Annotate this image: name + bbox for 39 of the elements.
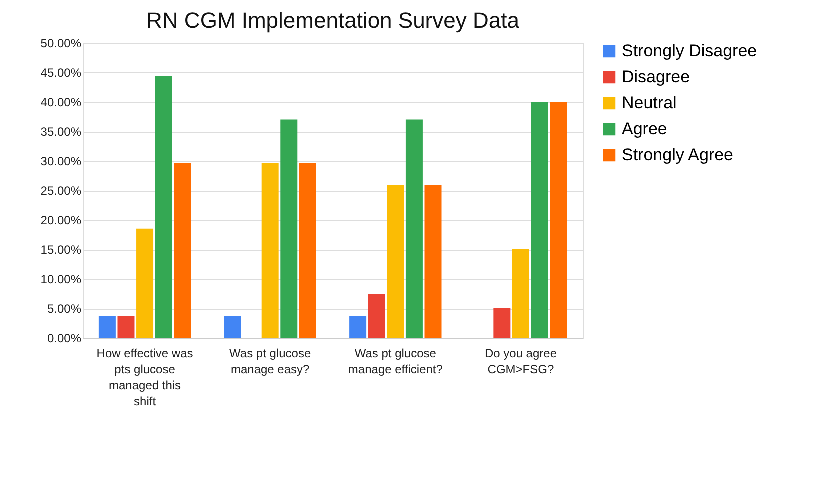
y-tick-label: 35.00% bbox=[40, 125, 82, 139]
x-tick-label: Was pt glucose manage easy? bbox=[230, 346, 312, 376]
y-tick-label: 5.00% bbox=[47, 302, 82, 316]
bar bbox=[550, 102, 568, 338]
chart-title: RN CGM Implementation Survey Data bbox=[146, 8, 520, 33]
bar bbox=[350, 316, 367, 338]
bar bbox=[512, 250, 530, 338]
x-tick-label: Was pt glucose manage efficient? bbox=[348, 346, 444, 376]
x-tick-label: How effective was pts glucose managed this shift bbox=[96, 346, 194, 408]
bar bbox=[155, 76, 172, 338]
y-tick-label: 25.00% bbox=[40, 184, 82, 198]
bar bbox=[368, 294, 386, 338]
bar bbox=[98, 316, 116, 338]
legend-label: Strongly Agree bbox=[622, 146, 734, 164]
bar bbox=[118, 316, 135, 338]
legend-label: Disagree bbox=[622, 68, 690, 86]
legend-label: Agree bbox=[622, 120, 668, 138]
y-tick-label: 30.00% bbox=[40, 154, 82, 168]
y-tick-label: 15.00% bbox=[40, 243, 82, 257]
legend-label: Neutral bbox=[622, 94, 677, 112]
legend-label: Strongly Disagree bbox=[622, 42, 758, 60]
bar bbox=[262, 163, 279, 338]
y-tick-label: 45.00% bbox=[40, 66, 82, 80]
bar bbox=[406, 120, 423, 338]
bar bbox=[531, 102, 548, 338]
bar bbox=[387, 185, 404, 338]
bar bbox=[224, 316, 242, 338]
y-tick-label: 20.00% bbox=[40, 214, 82, 228]
bar bbox=[299, 163, 316, 338]
y-tick-label: 0.00% bbox=[47, 332, 82, 346]
bar bbox=[280, 120, 298, 338]
y-tick-label: 40.00% bbox=[40, 96, 82, 110]
bar bbox=[494, 308, 511, 338]
x-tick-label: Do you agree CGM>FSG? bbox=[484, 346, 558, 376]
bar bbox=[174, 163, 192, 338]
y-tick-label: 10.00% bbox=[40, 272, 82, 286]
bar bbox=[136, 228, 154, 338]
bar bbox=[424, 185, 442, 338]
y-tick-label: 50.00% bbox=[40, 36, 82, 50]
